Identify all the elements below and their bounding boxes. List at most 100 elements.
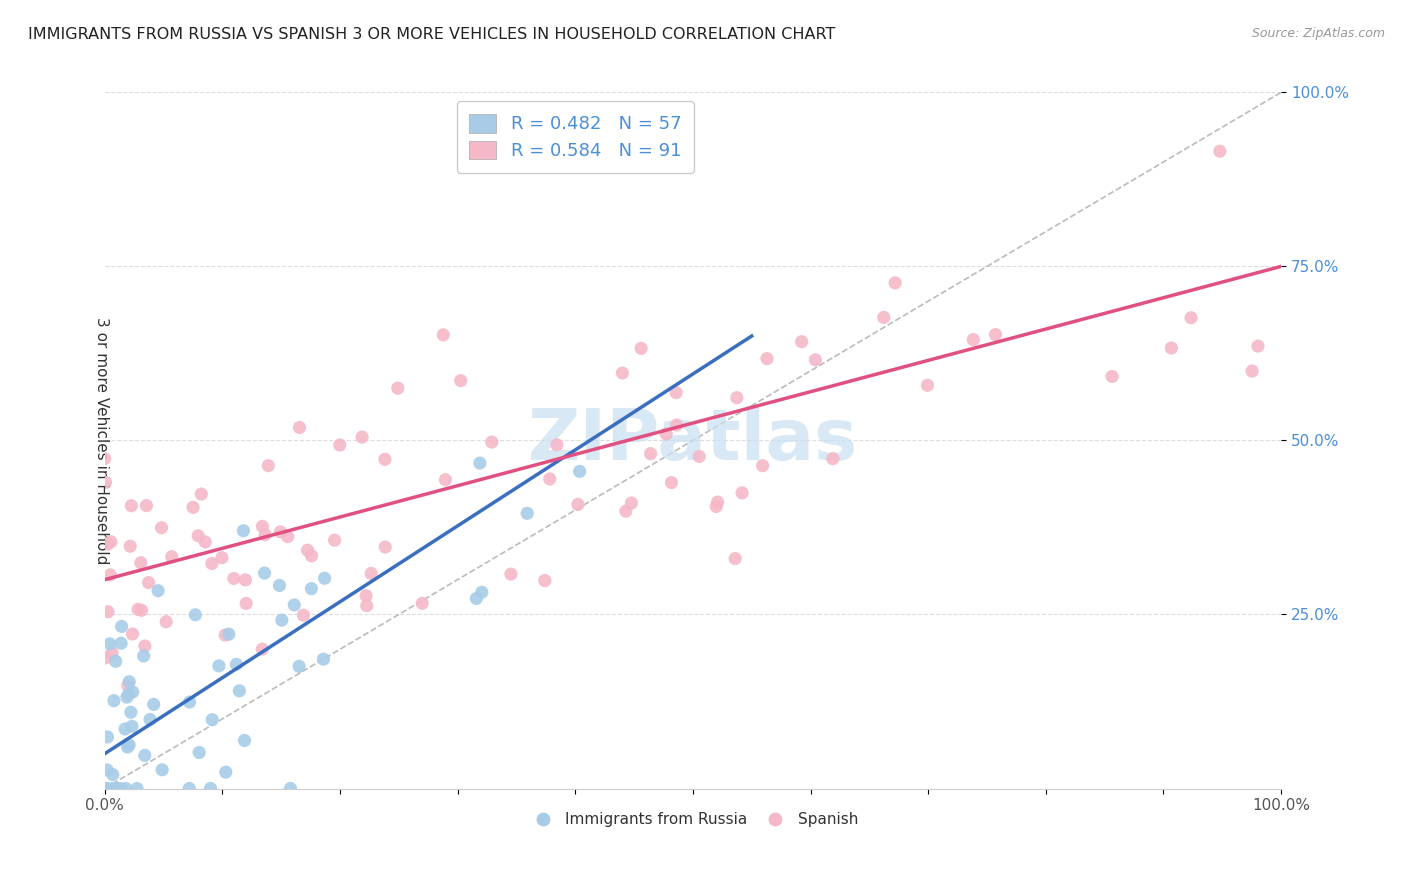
Point <box>184 607 207 622</box>
Point <box>269 578 291 592</box>
Point <box>155 615 177 629</box>
Point <box>450 374 472 388</box>
Point <box>288 420 311 434</box>
Point <box>1180 310 1202 325</box>
Point <box>179 695 201 709</box>
Point <box>117 679 139 693</box>
Point <box>127 602 149 616</box>
Point <box>94 475 117 490</box>
Point <box>121 719 143 733</box>
Point <box>962 333 984 347</box>
Point <box>103 694 125 708</box>
Point <box>884 276 907 290</box>
Point <box>201 557 224 571</box>
Point <box>280 781 302 796</box>
Point <box>139 713 162 727</box>
Point <box>706 495 728 509</box>
Point <box>225 657 247 672</box>
Legend: Immigrants from Russia, Spanish: Immigrants from Russia, Spanish <box>522 805 865 833</box>
Point <box>120 539 142 553</box>
Point <box>665 385 688 400</box>
Point <box>105 781 128 796</box>
Point <box>117 740 139 755</box>
Point <box>323 533 346 548</box>
Point <box>387 381 409 395</box>
Point <box>232 524 254 538</box>
Point <box>301 549 323 563</box>
Point <box>1101 369 1123 384</box>
Point <box>110 619 132 633</box>
Point <box>118 674 141 689</box>
Point <box>254 527 277 541</box>
Point <box>270 613 292 627</box>
Point <box>132 648 155 663</box>
Point <box>96 781 118 796</box>
Point <box>146 583 169 598</box>
Point <box>873 310 896 325</box>
Point <box>568 464 591 478</box>
Point <box>150 763 173 777</box>
Point <box>269 524 291 539</box>
Point <box>200 781 222 796</box>
Point <box>516 506 538 520</box>
Point <box>352 430 374 444</box>
Point <box>125 781 148 796</box>
Point <box>187 529 209 543</box>
Point <box>201 713 224 727</box>
Point <box>465 591 488 606</box>
Point <box>222 572 245 586</box>
Point <box>228 683 250 698</box>
Point <box>314 571 336 585</box>
Point <box>620 496 643 510</box>
Text: Source: ZipAtlas.com: Source: ZipAtlas.com <box>1251 27 1385 40</box>
Point <box>546 438 568 452</box>
Point <box>360 566 382 581</box>
Y-axis label: 3 or more Vehicles in Household: 3 or more Vehicles in Household <box>94 317 108 564</box>
Point <box>984 327 1007 342</box>
Point <box>612 366 634 380</box>
Point <box>131 603 153 617</box>
Point <box>411 596 433 610</box>
Point <box>160 549 183 564</box>
Point <box>354 589 377 603</box>
Point <box>356 599 378 613</box>
Point <box>120 499 142 513</box>
Point <box>688 450 710 464</box>
Point <box>98 567 121 582</box>
Point <box>97 537 120 551</box>
Point <box>98 637 121 651</box>
Point <box>1209 144 1232 158</box>
Point <box>533 574 555 588</box>
Point <box>725 391 748 405</box>
Point <box>731 486 754 500</box>
Point <box>1160 341 1182 355</box>
Text: ZIPatlas: ZIPatlas <box>527 406 858 475</box>
Point <box>96 730 118 744</box>
Point <box>468 456 491 470</box>
Point <box>215 765 238 780</box>
Point <box>211 550 233 565</box>
Point <box>96 763 118 777</box>
Point <box>134 639 156 653</box>
Point <box>252 519 274 533</box>
Point <box>104 654 127 668</box>
Point <box>288 659 311 673</box>
Point <box>665 417 688 432</box>
Point <box>121 627 143 641</box>
Point <box>120 705 142 719</box>
Point <box>129 556 152 570</box>
Point <box>233 733 256 747</box>
Point <box>312 652 335 666</box>
Point <box>134 748 156 763</box>
Point <box>704 500 727 514</box>
Point <box>214 628 236 642</box>
Point <box>142 698 165 712</box>
Point <box>257 458 280 473</box>
Point <box>150 521 173 535</box>
Point <box>181 500 204 515</box>
Point <box>432 327 454 342</box>
Point <box>283 598 305 612</box>
Point <box>110 636 132 650</box>
Point <box>101 781 124 796</box>
Point <box>101 646 124 660</box>
